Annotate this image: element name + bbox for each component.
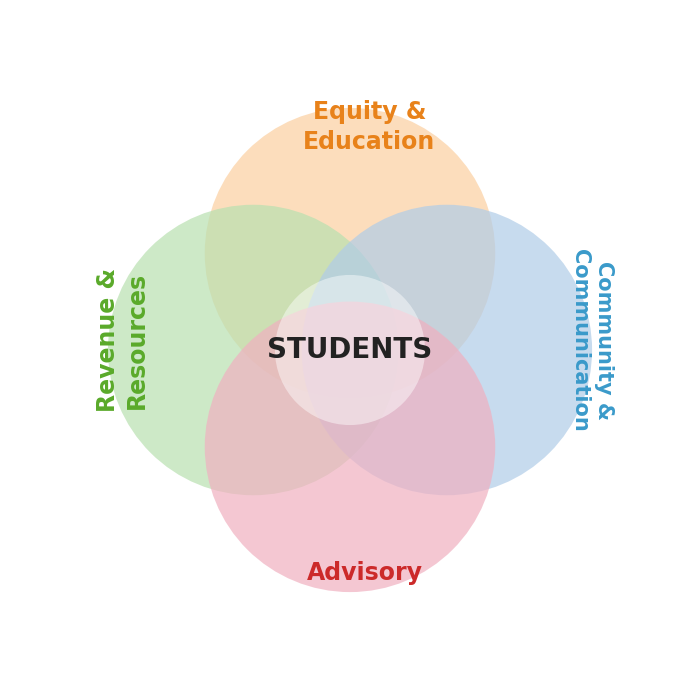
Circle shape [204, 108, 496, 398]
Circle shape [108, 204, 398, 496]
Circle shape [302, 204, 592, 496]
Text: STUDENTS: STUDENTS [267, 336, 433, 364]
Circle shape [204, 302, 496, 592]
Text: Advisory: Advisory [307, 561, 423, 584]
Text: Community &
Communication: Community & Communication [570, 249, 615, 432]
Text: Revenue &
Resources: Revenue & Resources [96, 268, 149, 412]
Circle shape [275, 275, 425, 425]
Text: Equity &
Education: Equity & Education [303, 100, 435, 154]
